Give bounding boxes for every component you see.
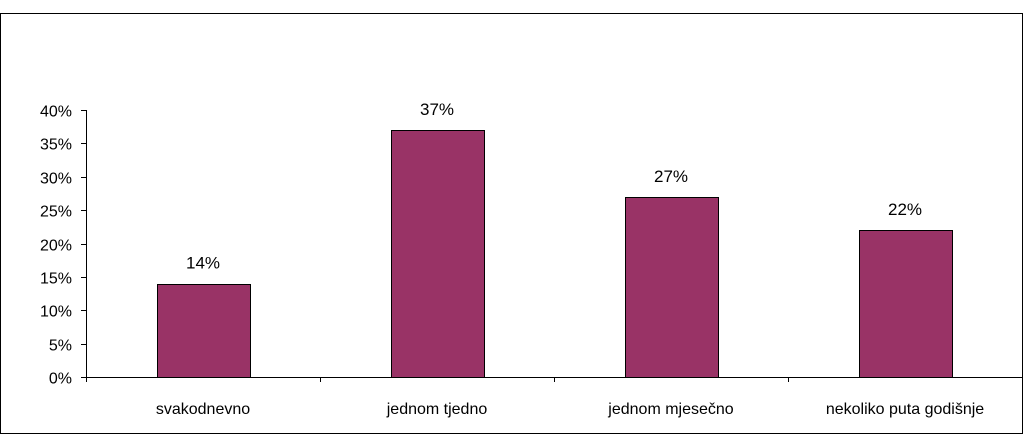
x-tick-label: svakodnevno bbox=[156, 401, 250, 418]
bars bbox=[157, 130, 953, 378]
y-tick-label: 10% bbox=[40, 304, 72, 321]
bar bbox=[157, 284, 251, 378]
y-tick-label: 25% bbox=[40, 204, 72, 221]
bar bbox=[625, 197, 719, 378]
bar bbox=[391, 130, 485, 378]
x-tick-label: jednom tjedno bbox=[386, 401, 488, 418]
y-tick-label: 15% bbox=[40, 271, 72, 288]
data-label: 22% bbox=[888, 200, 922, 219]
y-axis: 0% 5% 10% 15% 20% 25% 30% 35% 40% bbox=[40, 104, 87, 388]
x-tick-label: nekoliko puta godišnje bbox=[826, 401, 984, 418]
y-tick-label: 30% bbox=[40, 171, 72, 188]
data-label: 14% bbox=[186, 254, 220, 273]
data-label: 27% bbox=[654, 167, 688, 186]
y-tick-label: 0% bbox=[49, 371, 72, 388]
data-label: 37% bbox=[420, 100, 454, 119]
bar bbox=[859, 230, 953, 378]
y-tick-label: 5% bbox=[49, 338, 72, 355]
y-tick-label: 40% bbox=[40, 104, 72, 121]
data-labels: 14% 37% 27% 22% bbox=[186, 100, 922, 273]
x-tick-label: jednom mjesečno bbox=[607, 401, 734, 418]
y-tick-label: 35% bbox=[40, 137, 72, 154]
y-tick-label: 20% bbox=[40, 238, 72, 255]
